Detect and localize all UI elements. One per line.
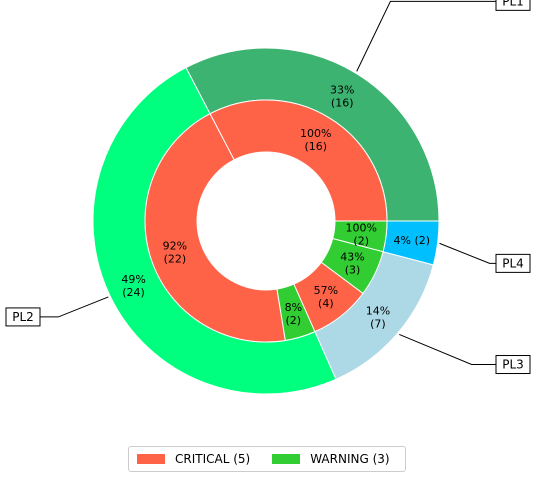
callout-line-pl1 (356, 0, 496, 72)
outer-value-label-pl2: 49% (24) (121, 273, 145, 299)
callout-box-pl3 (495, 355, 531, 375)
inner-value-label-pl3-warning: 43% (3) (340, 251, 364, 277)
callout-line-pl4 (439, 242, 496, 264)
legend-item-warning: WARNING (3) (272, 452, 390, 466)
callout-box-pl1 (495, 0, 531, 11)
inner-slice-pl4-warning (332, 220, 388, 253)
outer-value-label-pl1: 33% (16) (330, 83, 354, 109)
outer-value-label-pl3: 14% (7) (366, 304, 390, 330)
outer-value-label-pl4: 4% (2) (394, 234, 431, 247)
inner-value-label-pl1-critical: 100% (16) (300, 127, 331, 153)
callout-line-pl3 (399, 333, 496, 366)
inner-value-label-pl2-warning: 8% (2) (285, 301, 302, 327)
callout-label-pl2: PL2 (12, 310, 34, 324)
legend-label-critical: CRITICAL (5) (175, 452, 251, 466)
callout-box-pl4 (495, 253, 531, 273)
legend-label-warning: WARNING (3) (310, 452, 390, 466)
callout-line-pl2 (40, 296, 109, 318)
callout-label-pl3: PL3 (502, 358, 524, 372)
inner-slice-pl1-critical (209, 99, 388, 222)
inner-slice-pl2-critical (144, 113, 286, 343)
legend-item-critical: CRITICAL (5) (137, 452, 250, 466)
legend: CRITICAL (5) WARNING (3) (128, 446, 406, 472)
callout-label-pl4: PL4 (502, 256, 524, 270)
inner-value-label-pl3-critical: 57% (4) (314, 284, 338, 310)
inner-value-label-pl2-critical: 92% (22) (163, 239, 187, 265)
callout-box-pl2 (5, 307, 41, 327)
legend-swatch-warning (272, 454, 301, 464)
inner-value-label-pl4-warning: 100% (2) (345, 221, 376, 247)
callout-label-pl1: PL1 (502, 0, 524, 8)
legend-swatch-critical (137, 454, 165, 464)
